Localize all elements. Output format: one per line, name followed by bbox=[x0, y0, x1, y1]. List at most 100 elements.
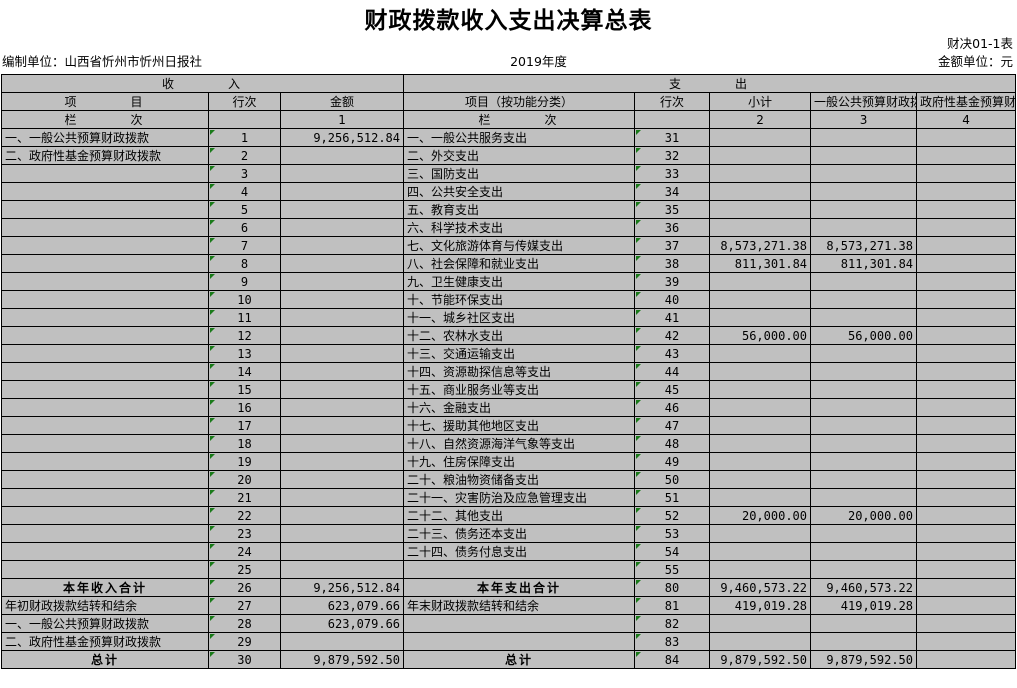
expenditure-item-label: 七、文化旅游体育与传媒支出 bbox=[403, 236, 636, 255]
lane-number-exp-general: 3 bbox=[810, 110, 918, 129]
income-amount-cell bbox=[279, 218, 405, 237]
expenditure-general-budget-cell bbox=[810, 128, 918, 147]
expenditure-fund-budget-cell bbox=[916, 344, 1017, 363]
income-amount-cell bbox=[279, 146, 405, 165]
expenditure-subtotal-cell: 419,019.28 bbox=[709, 596, 812, 615]
expenditure-fund-budget-cell bbox=[916, 128, 1017, 147]
amount-unit-label: 金额单位：元 bbox=[937, 54, 1013, 69]
expenditure-subtotal-cell bbox=[709, 128, 812, 147]
expenditure-row-number: 31 bbox=[634, 128, 711, 147]
income-item-label bbox=[1, 470, 209, 489]
error-flag-icon bbox=[210, 346, 215, 351]
expenditure-fund-budget-cell bbox=[916, 146, 1017, 165]
expenditure-row-number: 42 bbox=[634, 326, 711, 345]
expenditure-row-number: 34 bbox=[634, 182, 711, 201]
income-amount-cell bbox=[279, 380, 405, 399]
lane-number-exp-subtotal: 2 bbox=[709, 110, 812, 129]
expenditure-fund-budget-cell bbox=[916, 290, 1017, 309]
lane-label-income: 栏 次 bbox=[1, 110, 209, 129]
expenditure-subtotal-cell: 20,000.00 bbox=[709, 506, 812, 525]
income-amount-cell bbox=[279, 164, 405, 183]
expenditure-row-number: 55 bbox=[634, 560, 711, 579]
table-row: 15 十五、商业服务业等支出 45 bbox=[1, 380, 1017, 399]
band-income: 收 入 bbox=[0, 74, 405, 93]
expenditure-row-number: 50 bbox=[634, 470, 711, 489]
error-flag-icon bbox=[636, 400, 642, 405]
income-row-number: 26 bbox=[208, 578, 281, 597]
income-amount-cell bbox=[279, 434, 405, 453]
income-item-label bbox=[1, 200, 209, 219]
error-flag-icon bbox=[210, 274, 215, 279]
error-flag-icon bbox=[210, 598, 215, 603]
income-item-label bbox=[1, 218, 209, 237]
error-flag-icon bbox=[210, 634, 215, 639]
expenditure-fund-budget-cell bbox=[916, 650, 1017, 669]
income-amount-cell bbox=[279, 416, 405, 435]
expenditure-subtotal-cell bbox=[709, 200, 812, 219]
error-flag-icon bbox=[210, 130, 215, 135]
income-amount-cell bbox=[279, 272, 405, 291]
income-amount-cell bbox=[279, 308, 405, 327]
expenditure-fund-budget-cell bbox=[916, 236, 1017, 255]
prepared-by-label: 编制单位：山西省忻州市忻州日报社 bbox=[2, 54, 203, 69]
header-income-item: 项 目 bbox=[1, 92, 209, 111]
expenditure-fund-budget-cell bbox=[916, 254, 1017, 273]
income-row-number: 9 bbox=[208, 272, 281, 291]
income-amount-cell bbox=[279, 470, 405, 489]
table-row: 13 十三、交通运输支出 43 bbox=[1, 344, 1017, 363]
expenditure-general-budget-cell bbox=[810, 614, 918, 633]
table-row: 25 55 bbox=[1, 560, 1017, 579]
error-flag-icon bbox=[210, 220, 215, 225]
expenditure-general-budget-cell bbox=[810, 146, 918, 165]
expenditure-item-label: 本年支出合计 bbox=[403, 578, 636, 597]
error-flag-icon bbox=[210, 382, 215, 387]
income-row-number: 16 bbox=[208, 398, 281, 417]
expenditure-row-number: 37 bbox=[634, 236, 711, 255]
expenditure-general-budget-cell bbox=[810, 290, 918, 309]
income-amount-cell bbox=[279, 398, 405, 417]
error-flag-icon bbox=[210, 508, 215, 513]
form-code: 财决01-1表 bbox=[947, 36, 1013, 51]
error-flag-icon bbox=[210, 328, 215, 333]
income-row-number: 21 bbox=[208, 488, 281, 507]
income-amount-cell bbox=[279, 326, 405, 345]
income-amount-cell bbox=[279, 182, 405, 201]
error-flag-icon bbox=[210, 256, 215, 261]
table-row: 4 四、公共安全支出 34 bbox=[1, 182, 1017, 201]
error-flag-icon bbox=[210, 184, 215, 189]
budget-table: 收 入 支 出 项 目 行次 金额 项目（按功能分类） 行次 小计 一般公共预算… bbox=[0, 74, 1017, 669]
expenditure-row-number: 39 bbox=[634, 272, 711, 291]
header-income-amount: 金额 bbox=[279, 92, 405, 111]
expenditure-fund-budget-cell bbox=[916, 218, 1017, 237]
income-row-number: 24 bbox=[208, 542, 281, 561]
table-row: 9 九、卫生健康支出 39 bbox=[1, 272, 1017, 291]
expenditure-subtotal-cell bbox=[709, 398, 812, 417]
income-row-number: 5 bbox=[208, 200, 281, 219]
expenditure-general-budget-cell bbox=[810, 560, 918, 579]
table-row: 16 十六、金融支出 46 bbox=[1, 398, 1017, 417]
expenditure-fund-budget-cell bbox=[916, 614, 1017, 633]
expenditure-subtotal-cell bbox=[709, 470, 812, 489]
error-flag-icon bbox=[636, 652, 642, 657]
income-item-label bbox=[1, 164, 209, 183]
income-amount-cell: 623,079.66 bbox=[279, 614, 405, 633]
error-flag-icon bbox=[636, 544, 642, 549]
error-flag-icon bbox=[210, 148, 215, 153]
expenditure-row-number: 48 bbox=[634, 434, 711, 453]
expenditure-fund-budget-cell bbox=[916, 632, 1017, 651]
table-row: 10 十、节能环保支出 40 bbox=[1, 290, 1017, 309]
table-row: 20 二十、粮油物资储备支出 50 bbox=[1, 470, 1017, 489]
expenditure-general-budget-cell: 20,000.00 bbox=[810, 506, 918, 525]
expenditure-subtotal-cell: 811,301.84 bbox=[709, 254, 812, 273]
income-amount-cell bbox=[279, 290, 405, 309]
expenditure-general-budget-cell: 9,460,573.22 bbox=[810, 578, 918, 597]
table-row: 18 十八、自然资源海洋气象等支出 48 bbox=[1, 434, 1017, 453]
expenditure-item-label: 十五、商业服务业等支出 bbox=[403, 380, 636, 399]
column-header-row: 项 目 行次 金额 项目（按功能分类） 行次 小计 一般公共预算财政拨款 政府性… bbox=[1, 92, 1017, 111]
income-amount-cell bbox=[279, 506, 405, 525]
error-flag-icon bbox=[210, 580, 215, 585]
error-flag-icon bbox=[636, 292, 642, 297]
income-amount-cell: 623,079.66 bbox=[279, 596, 405, 615]
expenditure-row-number: 84 bbox=[634, 650, 711, 669]
income-amount-cell bbox=[279, 488, 405, 507]
